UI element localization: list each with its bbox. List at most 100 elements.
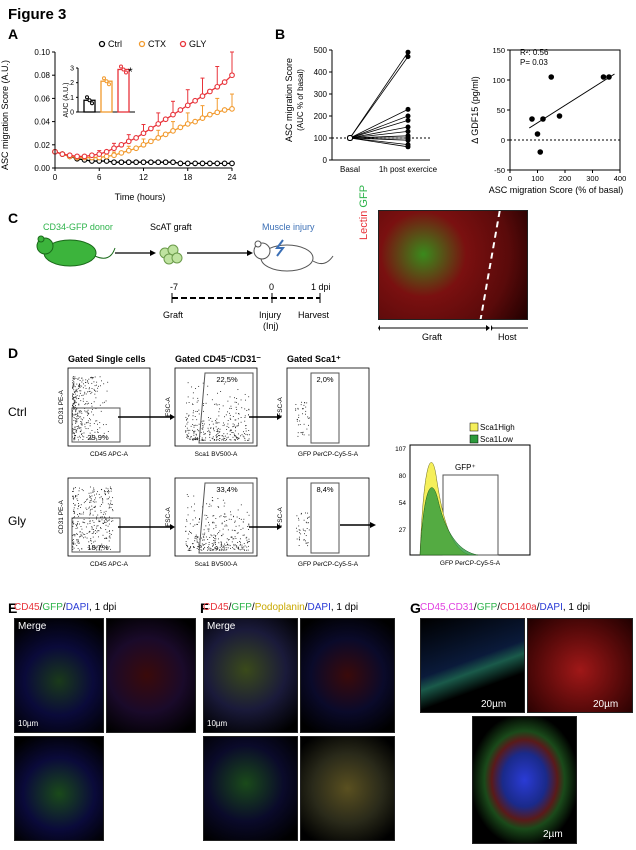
flow-event (224, 502, 226, 504)
panel-g-micro-2: 20µm (527, 618, 633, 713)
flow-event (213, 539, 215, 541)
flow-event (234, 434, 236, 436)
flow-event (89, 548, 91, 550)
flow-event (204, 532, 206, 534)
flow-event (209, 439, 211, 441)
flow-event (93, 541, 95, 543)
flow-event (96, 384, 97, 386)
flow-event (98, 536, 99, 538)
flow-event (196, 548, 198, 549)
inset-dot (102, 76, 106, 81)
flow-event (109, 537, 111, 539)
flow-event (217, 439, 219, 441)
bl-point-post (405, 113, 411, 119)
flow-event (296, 515, 298, 517)
a-point-ctx (177, 124, 184, 131)
flow-event (194, 524, 196, 526)
flow-event (198, 409, 200, 411)
flow-event (221, 523, 223, 525)
d-row-ctrl: Ctrl (8, 405, 27, 419)
flow-event (192, 438, 194, 440)
br-ytick-label: 0 (501, 136, 505, 145)
flow-event (84, 410, 86, 412)
flow-event (74, 391, 76, 393)
flow-event (87, 380, 89, 382)
flow-event (216, 422, 218, 424)
flow-event (101, 543, 103, 545)
flow-event (75, 422, 77, 424)
flow-event (298, 536, 300, 538)
flow-event (224, 435, 226, 437)
flow-event (109, 530, 111, 532)
a-point-ctrl (221, 160, 228, 167)
flow-event (223, 545, 224, 547)
flow-event (243, 543, 245, 545)
flow-event (217, 498, 219, 500)
flow-event (73, 547, 75, 549)
flow-event (245, 399, 247, 401)
flow-event (246, 546, 248, 548)
a-point-gly (148, 125, 154, 132)
flow-event (206, 394, 208, 396)
flow-event (98, 493, 100, 495)
flow-event (244, 438, 246, 439)
hist-ytick-label: 27 (399, 527, 407, 534)
bl-pair-line (349, 56, 409, 139)
flow-event (300, 432, 302, 434)
flow-event (223, 436, 225, 438)
flow-event (185, 431, 187, 433)
flow-event (199, 518, 200, 520)
flow-event (78, 404, 80, 406)
flow-event (90, 538, 92, 540)
flow-event (87, 498, 89, 500)
flow-event (196, 541, 198, 543)
panel-e-merge: Merge 10µm (14, 618, 104, 733)
flow-event (79, 384, 80, 386)
flow-event (73, 542, 75, 544)
flow-event (73, 382, 75, 384)
flow-gate-percent: 8,4% (316, 485, 333, 494)
flow-event (225, 549, 227, 551)
flow-event (73, 487, 75, 489)
flow-event (215, 435, 217, 437)
flow-event (194, 438, 196, 440)
flow-event (208, 530, 210, 532)
flow-plot-frame (67, 367, 151, 447)
flow-event (82, 400, 84, 402)
inset-ytick-label: 2 (70, 80, 74, 87)
flow-event (243, 548, 245, 550)
flow-event (208, 417, 209, 419)
flow-event (194, 536, 196, 538)
flow-event (111, 488, 112, 490)
flow-event (212, 544, 214, 546)
flow-event (303, 539, 305, 541)
timeline-minus7: -7 (170, 282, 178, 292)
flow-event (201, 428, 203, 430)
a-point-gly (214, 83, 221, 90)
flow-event (84, 426, 86, 428)
flow-event (215, 542, 216, 544)
flow-event (73, 377, 74, 379)
flow-event (218, 542, 220, 544)
flow-event (84, 393, 86, 395)
br-ytick-label: 50 (497, 106, 505, 115)
flow-event (241, 546, 243, 548)
flow-gate-percent: 2,0% (316, 375, 333, 384)
a-point-gly (207, 88, 213, 95)
flow-event (193, 432, 195, 434)
flow-event (248, 538, 250, 540)
a-xtick-label: 6 (97, 173, 102, 182)
flow-event (112, 530, 114, 532)
flow-event (220, 549, 222, 551)
flow-event (230, 547, 232, 549)
flow-event (80, 400, 82, 402)
flow-event (76, 498, 78, 500)
flow-event (77, 540, 79, 542)
flow-event (203, 534, 205, 536)
flow-event (238, 548, 239, 549)
flow-event (77, 378, 79, 380)
br-frame (509, 49, 621, 171)
flow-event (298, 517, 300, 519)
flow-event (223, 546, 225, 548)
a-point-gly (221, 79, 228, 86)
